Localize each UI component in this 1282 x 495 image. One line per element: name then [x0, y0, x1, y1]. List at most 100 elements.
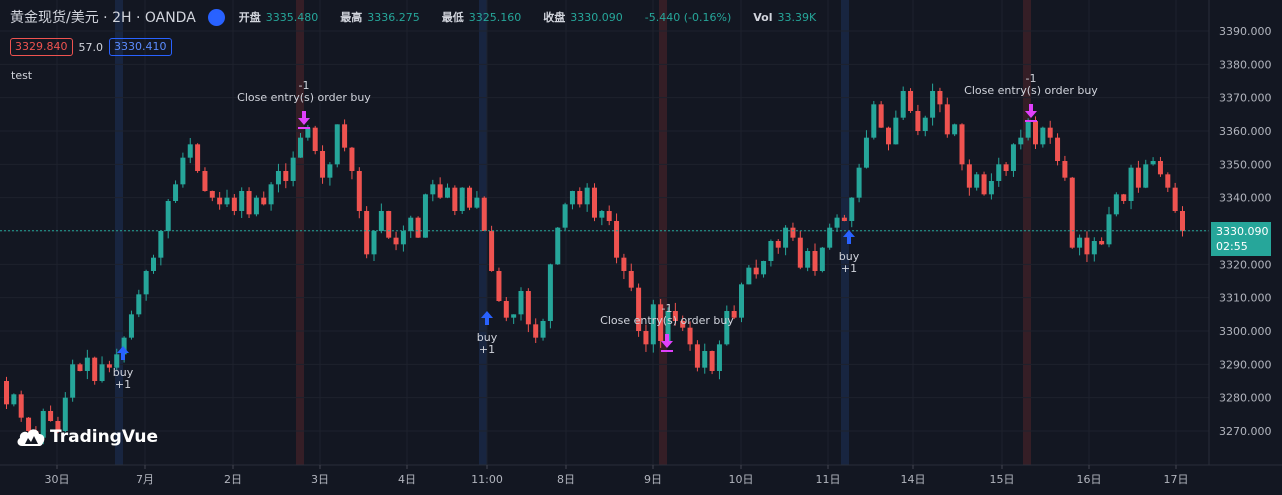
candle-body[interactable] [445, 187, 450, 198]
candle-body[interactable] [533, 324, 539, 338]
candle-body[interactable] [1128, 167, 1134, 201]
candle-body[interactable] [746, 267, 752, 285]
candle-body[interactable] [790, 227, 796, 238]
candle-body[interactable] [327, 164, 333, 178]
candle-body[interactable] [489, 231, 495, 271]
candle-body[interactable] [739, 284, 744, 318]
candle-body[interactable] [1157, 161, 1163, 175]
candle-body[interactable] [84, 357, 90, 371]
candle-body[interactable] [268, 184, 274, 205]
candle-body[interactable] [636, 287, 642, 331]
candle-body[interactable] [1047, 127, 1053, 138]
candle-body[interactable] [136, 294, 142, 315]
candle-body[interactable] [481, 197, 487, 231]
candle-body[interactable] [180, 157, 186, 185]
candle-body[interactable] [702, 351, 708, 368]
candle-body[interactable] [886, 127, 891, 145]
candle-body[interactable] [290, 157, 296, 181]
candle-body[interactable] [378, 211, 384, 231]
candle-body[interactable] [11, 394, 17, 405]
candle-body[interactable] [334, 124, 340, 165]
candle-body[interactable] [408, 217, 414, 231]
candle-body[interactable] [231, 197, 237, 211]
candle-body[interactable] [415, 217, 421, 238]
candle-body[interactable] [217, 197, 223, 205]
candle-body[interactable] [643, 331, 649, 345]
candle-body[interactable] [1062, 161, 1068, 178]
candle-body[interactable] [209, 191, 215, 198]
candle-body[interactable] [658, 304, 664, 341]
candle-body[interactable] [158, 231, 164, 258]
candle-body[interactable] [342, 124, 348, 148]
ask-price[interactable]: 3330.410 [109, 38, 172, 56]
candle-body[interactable] [525, 291, 531, 325]
candle-body[interactable] [849, 197, 855, 221]
candle-body[interactable] [687, 327, 693, 345]
candle-body[interactable] [592, 187, 597, 218]
candle-body[interactable] [871, 104, 877, 138]
candle-body[interactable] [547, 264, 553, 321]
candle-body[interactable] [753, 267, 759, 275]
candle-body[interactable] [1018, 137, 1024, 145]
candle-body[interactable] [819, 247, 825, 271]
candle-body[interactable] [474, 197, 480, 208]
candle-body[interactable] [981, 174, 987, 195]
sell-arrow-icon[interactable] [661, 334, 673, 348]
candle-body[interactable] [1077, 237, 1083, 248]
candle-body[interactable] [1121, 194, 1127, 201]
candle-body[interactable] [555, 227, 561, 265]
candle-body[interactable] [856, 167, 862, 198]
candle-body[interactable] [70, 364, 76, 398]
candle-body[interactable] [893, 117, 899, 145]
candle-body[interactable] [261, 197, 267, 205]
candle-body[interactable] [202, 171, 208, 191]
candle-body[interactable] [908, 91, 914, 111]
candle-body[interactable] [1113, 194, 1119, 215]
candle-body[interactable] [143, 271, 149, 295]
candle-body[interactable] [1055, 137, 1061, 161]
candle-body[interactable] [62, 397, 68, 431]
candle-body[interactable] [1084, 237, 1090, 255]
candle-body[interactable] [312, 127, 318, 151]
candle-body[interactable] [187, 144, 193, 158]
candle-body[interactable] [40, 411, 46, 438]
candle-body[interactable] [165, 201, 171, 231]
candle-body[interactable] [18, 394, 24, 418]
candle-body[interactable] [614, 221, 620, 258]
candle-body[interactable] [1025, 121, 1031, 138]
candle-body[interactable] [827, 227, 833, 248]
candle-body[interactable] [716, 344, 722, 371]
candle-body[interactable] [834, 217, 840, 228]
candle-body[interactable] [731, 311, 737, 318]
candle-body[interactable] [878, 104, 884, 128]
candle-body[interactable] [577, 191, 583, 205]
candle-body[interactable] [77, 364, 83, 371]
candle-body[interactable] [1069, 177, 1075, 248]
candle-body[interactable] [305, 127, 311, 138]
candle-body[interactable] [1172, 187, 1178, 211]
candle-body[interactable] [922, 117, 928, 131]
candle-body[interactable] [437, 184, 443, 198]
candle-body[interactable] [173, 184, 179, 201]
candle-body[interactable] [680, 321, 686, 328]
candle-body[interactable] [1003, 164, 1009, 171]
candle-body[interactable] [459, 187, 465, 211]
candle-body[interactable] [4, 381, 9, 405]
candle-body[interactable] [768, 241, 774, 261]
candle-body[interactable] [503, 301, 509, 318]
candle-body[interactable] [283, 171, 289, 181]
candle-body[interactable] [275, 171, 281, 185]
candle-body[interactable] [937, 91, 943, 105]
candle-body[interactable] [386, 211, 392, 238]
candle-body[interactable] [952, 124, 958, 135]
candle-body[interactable] [253, 197, 259, 215]
candle-body[interactable] [356, 171, 362, 211]
candle-body[interactable] [996, 164, 1002, 181]
candle-body[interactable] [1040, 127, 1046, 145]
candle-body[interactable] [812, 251, 818, 271]
candle-body[interactable] [452, 187, 458, 211]
candle-body[interactable] [628, 271, 634, 288]
candle-body[interactable] [540, 321, 546, 338]
candle-body[interactable] [915, 111, 921, 131]
candle-body[interactable] [393, 237, 399, 245]
